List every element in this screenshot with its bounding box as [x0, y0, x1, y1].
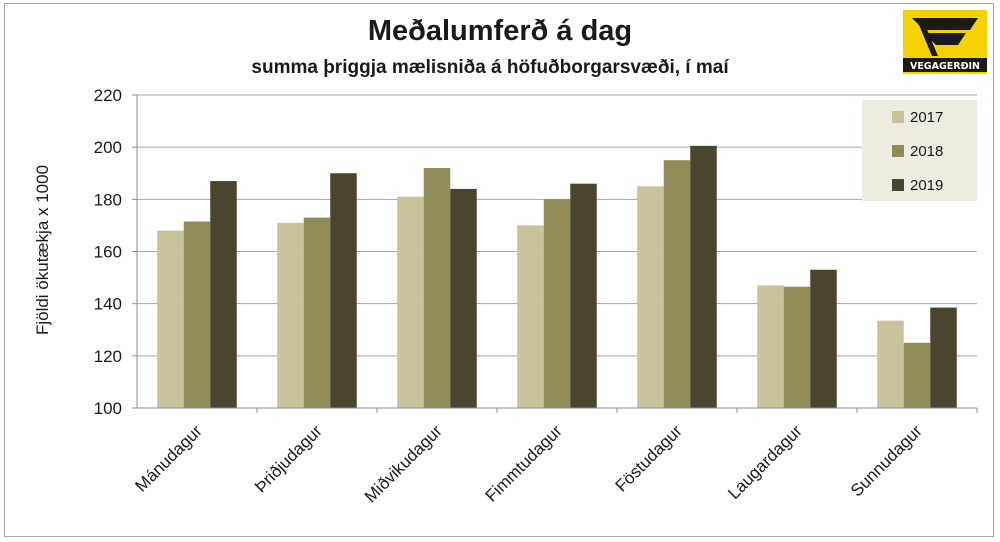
bar-2018: [543, 199, 571, 408]
bar-2017: [637, 186, 664, 408]
vegagerdin-logo: VEGAGERÐIN: [903, 10, 987, 74]
x-tick-label: Mánudagur: [132, 421, 206, 495]
bar-2017: [397, 196, 424, 408]
x-tick-label: Fimmtudagur: [482, 421, 566, 505]
bar-2017: [877, 320, 904, 408]
x-tick-label: Laugardagur: [724, 421, 806, 503]
bar-2018: [903, 342, 931, 408]
y-axis-label: Fjöldi ökutækja x 1000: [33, 165, 52, 335]
bar-2018: [183, 221, 211, 408]
x-tick-labels: Mánudagur Þriðjudagur Miðvikudagur Fimmtuda…: [132, 421, 926, 506]
bar-2019: [450, 188, 477, 408]
y-tick-label: 160: [94, 243, 122, 262]
logo-text: VEGAGERÐIN: [910, 61, 980, 72]
legend-label: 2018: [910, 143, 943, 160]
axes: [136, 95, 978, 413]
bar-2019: [690, 145, 717, 409]
bar-2018: [783, 286, 811, 408]
bar-2018: [303, 217, 331, 408]
bar-2019: [570, 183, 597, 408]
legend-label: 2019: [910, 177, 943, 194]
bar-2017: [157, 230, 184, 408]
x-tick-label: Sunnudagur: [847, 421, 926, 500]
road-authority-logo-icon: [912, 18, 978, 56]
y-tick-label: 100: [94, 399, 122, 418]
y-tick-labels: 100 120 140 160 180 200 220: [94, 86, 122, 418]
legend: 2017 2018 2019: [862, 100, 977, 201]
bar-2018: [423, 168, 451, 408]
bar-2019: [930, 307, 957, 408]
chart-title: Meðalumferð á dag: [368, 15, 632, 47]
bar-2019: [330, 173, 357, 408]
legend-swatch-2019: [892, 179, 904, 191]
bar-2017: [277, 222, 304, 408]
y-tick-label: 120: [94, 347, 122, 366]
y-tick-label: 140: [94, 295, 122, 314]
x-tick-label: Miðvikudagur: [361, 421, 446, 506]
chart-subtitle: summa þriggja mælisniða á höfuðborgarsvæ…: [251, 57, 729, 78]
y-tick-label: 220: [94, 86, 122, 105]
legend-swatch-2018: [892, 145, 904, 157]
bars: [157, 145, 957, 409]
y-tick-label: 180: [94, 190, 122, 209]
bar-2017: [757, 285, 784, 408]
x-tick-label: Þriðjudagur: [251, 421, 326, 496]
legend-label: 2017: [910, 109, 943, 126]
legend-swatch-2017: [892, 111, 904, 123]
y-tick-label: 200: [94, 138, 122, 157]
bar-2019: [810, 269, 837, 408]
legend-box: [862, 100, 977, 201]
x-tick-label: Föstudagur: [612, 421, 686, 495]
bar-2018: [663, 160, 691, 408]
bar-2017: [517, 225, 544, 408]
bar-2019: [210, 181, 237, 408]
